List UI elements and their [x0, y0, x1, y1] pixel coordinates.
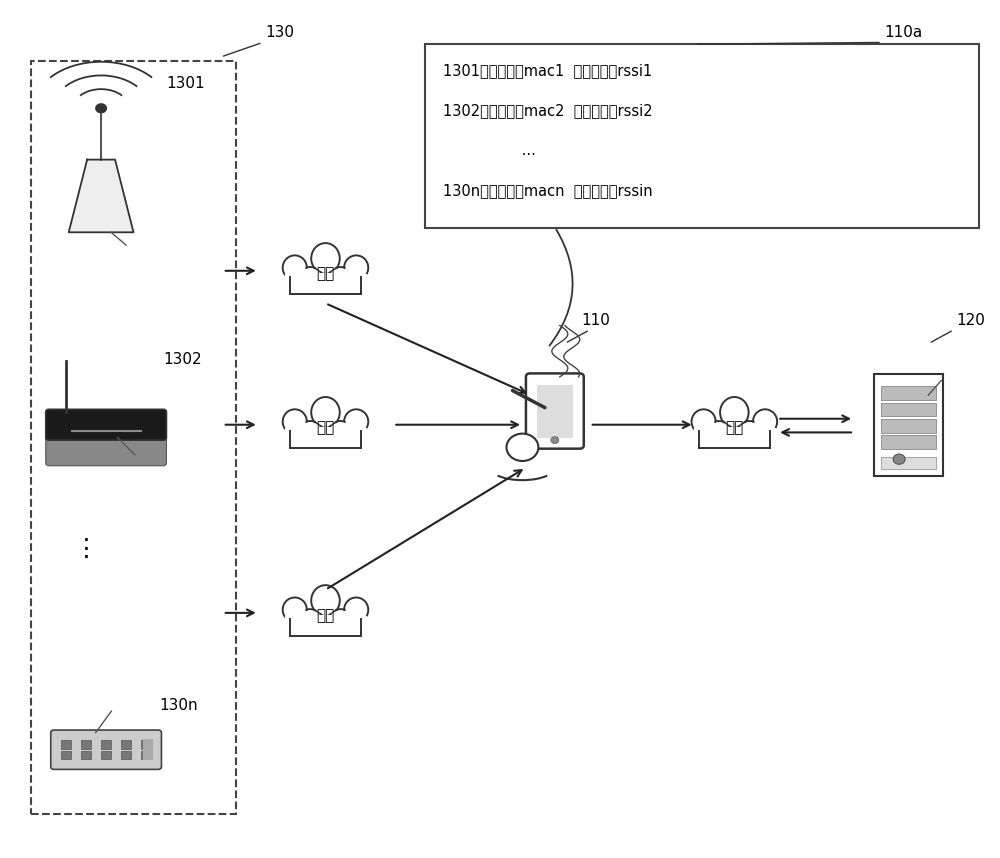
Polygon shape	[69, 160, 134, 233]
Text: 120: 120	[957, 313, 986, 328]
Ellipse shape	[738, 422, 761, 442]
Ellipse shape	[311, 243, 340, 274]
Ellipse shape	[283, 409, 307, 434]
FancyBboxPatch shape	[526, 373, 584, 449]
FancyBboxPatch shape	[46, 409, 166, 440]
Bar	[881, 386, 936, 400]
Bar	[290, 426, 361, 448]
FancyBboxPatch shape	[874, 374, 943, 475]
Circle shape	[893, 454, 905, 464]
Ellipse shape	[329, 269, 352, 288]
Ellipse shape	[284, 257, 305, 279]
Ellipse shape	[346, 257, 367, 279]
Text: 1302: 1302	[163, 353, 202, 367]
Text: 130n: 130n	[159, 698, 198, 713]
Text: 1301: 1301	[166, 76, 205, 91]
Polygon shape	[285, 616, 295, 637]
Circle shape	[551, 437, 559, 444]
Bar	[101, 740, 111, 749]
Ellipse shape	[283, 256, 307, 280]
Polygon shape	[765, 428, 775, 448]
Ellipse shape	[737, 421, 763, 444]
Text: 网络: 网络	[316, 608, 335, 623]
Ellipse shape	[313, 587, 338, 614]
Bar	[121, 740, 131, 749]
Polygon shape	[285, 274, 295, 294]
Text: 1302的信号标识mac2  信号强度值rssi2: 1302的信号标识mac2 信号强度值rssi2	[443, 103, 653, 118]
Bar	[290, 614, 361, 637]
Ellipse shape	[283, 597, 307, 622]
Polygon shape	[356, 274, 366, 294]
Circle shape	[506, 433, 538, 461]
Bar	[31, 61, 236, 814]
Ellipse shape	[311, 397, 340, 428]
Text: 网络: 网络	[725, 420, 743, 435]
Ellipse shape	[329, 422, 352, 442]
Bar	[101, 751, 111, 759]
Ellipse shape	[753, 409, 777, 434]
Ellipse shape	[299, 611, 322, 630]
Text: ...: ...	[443, 143, 536, 159]
Circle shape	[95, 103, 107, 113]
Polygon shape	[694, 428, 704, 448]
Ellipse shape	[311, 585, 340, 616]
Text: 110: 110	[582, 313, 611, 328]
Bar	[61, 751, 71, 759]
Ellipse shape	[707, 422, 731, 442]
Ellipse shape	[328, 421, 354, 444]
Text: 110a: 110a	[884, 25, 922, 39]
Ellipse shape	[328, 267, 354, 289]
Ellipse shape	[299, 422, 322, 442]
Ellipse shape	[328, 609, 354, 631]
Bar	[425, 44, 979, 228]
Bar	[81, 751, 91, 759]
Polygon shape	[491, 461, 554, 470]
Ellipse shape	[344, 597, 368, 622]
Text: 网络: 网络	[316, 420, 335, 435]
Ellipse shape	[297, 421, 323, 444]
Ellipse shape	[346, 599, 367, 620]
Ellipse shape	[313, 245, 338, 272]
Ellipse shape	[754, 411, 776, 432]
Bar	[699, 426, 770, 448]
Text: 1301的信号标识mac1  信号强度值rssi1: 1301的信号标识mac1 信号强度值rssi1	[443, 63, 652, 78]
Bar	[537, 385, 573, 438]
Ellipse shape	[692, 409, 716, 434]
Ellipse shape	[284, 599, 305, 620]
Bar	[141, 751, 151, 759]
Ellipse shape	[297, 609, 323, 631]
Text: 网络: 网络	[316, 266, 335, 281]
Ellipse shape	[313, 399, 338, 426]
Ellipse shape	[329, 611, 352, 630]
Bar	[881, 419, 936, 432]
Bar	[141, 740, 151, 749]
Ellipse shape	[297, 267, 323, 289]
Bar	[881, 435, 936, 449]
Bar	[121, 751, 131, 759]
Polygon shape	[285, 428, 295, 448]
FancyBboxPatch shape	[46, 430, 166, 466]
Ellipse shape	[722, 399, 747, 426]
Ellipse shape	[706, 421, 732, 444]
Text: 130n的信号标识macn  信号强度值rssin: 130n的信号标识macn 信号强度值rssin	[443, 184, 653, 198]
Bar	[881, 402, 936, 416]
Polygon shape	[356, 616, 366, 637]
Polygon shape	[356, 428, 366, 448]
Bar	[81, 740, 91, 749]
Ellipse shape	[344, 256, 368, 280]
Bar	[881, 457, 936, 469]
Bar	[290, 273, 361, 294]
Bar	[143, 740, 153, 760]
Ellipse shape	[344, 409, 368, 434]
Ellipse shape	[720, 397, 749, 428]
Bar	[61, 740, 71, 749]
Ellipse shape	[346, 411, 367, 432]
FancyBboxPatch shape	[51, 730, 161, 770]
Ellipse shape	[284, 411, 305, 432]
Text: 130: 130	[266, 25, 295, 39]
Text: ⋮: ⋮	[74, 537, 99, 561]
Ellipse shape	[299, 269, 322, 288]
Ellipse shape	[693, 411, 714, 432]
